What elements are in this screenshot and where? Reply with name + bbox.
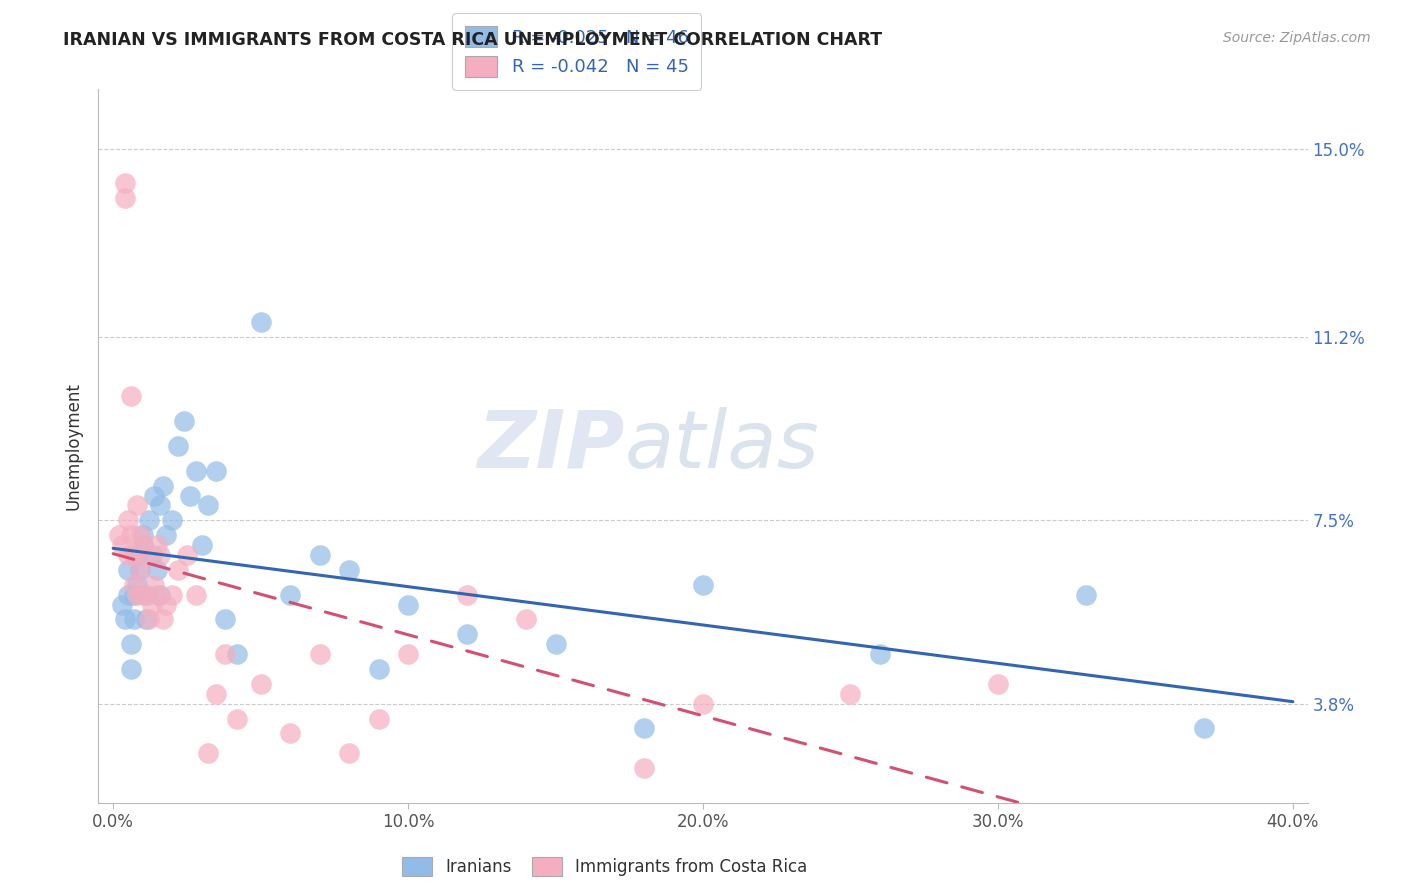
Point (117, 548, 139, 562)
Point (128, 563, 150, 577)
Point (146, 563, 169, 577)
Point (146, 588, 169, 602)
Point (117, 588, 139, 602)
Point (114, 191, 136, 205)
Point (396, 647, 419, 661)
Point (167, 563, 190, 577)
Point (143, 578, 166, 592)
Point (143, 489, 166, 503)
Point (149, 548, 172, 562)
Point (1194, 722, 1216, 736)
Point (367, 662, 389, 676)
Point (190, 538, 212, 552)
Point (214, 612, 236, 626)
Point (128, 563, 150, 577)
Point (131, 528, 153, 542)
Point (869, 647, 891, 661)
Point (176, 548, 198, 562)
Point (456, 588, 478, 602)
Point (184, 464, 207, 478)
Point (117, 513, 139, 527)
Point (120, 528, 142, 542)
Point (692, 697, 714, 711)
Point (396, 598, 419, 612)
Point (149, 499, 172, 513)
Point (125, 499, 148, 513)
Point (111, 598, 134, 612)
Point (839, 687, 862, 701)
Point (160, 588, 183, 602)
Point (120, 662, 142, 676)
Point (155, 528, 177, 542)
Point (987, 677, 1010, 691)
Point (214, 647, 236, 661)
Point (138, 612, 160, 626)
Point (135, 612, 157, 626)
Point (249, 315, 271, 329)
Point (308, 647, 330, 661)
Point (117, 563, 139, 577)
Point (249, 677, 271, 691)
Text: IRANIAN VS IMMIGRANTS FROM COSTA RICA UNEMPLOYMENT CORRELATION CHART: IRANIAN VS IMMIGRANTS FROM COSTA RICA UN… (63, 31, 883, 49)
Point (633, 722, 655, 736)
Point (308, 548, 330, 562)
Point (278, 726, 301, 740)
Point (125, 548, 148, 562)
Text: ZIP: ZIP (477, 407, 624, 485)
Point (197, 499, 219, 513)
Point (226, 712, 249, 726)
Point (149, 588, 172, 602)
Point (122, 588, 145, 602)
Point (131, 588, 153, 602)
Point (167, 439, 190, 453)
Point (152, 478, 174, 492)
Point (111, 538, 134, 552)
Point (173, 414, 195, 428)
Point (146, 538, 169, 552)
Point (205, 464, 228, 478)
Point (155, 598, 177, 612)
Point (122, 578, 145, 592)
Point (179, 489, 201, 503)
Point (633, 761, 655, 775)
Point (122, 548, 145, 562)
Point (120, 389, 142, 403)
Point (141, 548, 163, 562)
Point (184, 588, 207, 602)
Point (515, 612, 537, 626)
Text: Source: ZipAtlas.com: Source: ZipAtlas.com (1223, 31, 1371, 45)
Legend: Iranians, Immigrants from Costa Rica: Iranians, Immigrants from Costa Rica (394, 848, 815, 885)
Point (125, 588, 148, 602)
Point (128, 528, 150, 542)
Point (125, 578, 148, 592)
Point (141, 598, 163, 612)
Point (337, 563, 360, 577)
Point (131, 538, 153, 552)
Point (135, 548, 157, 562)
Point (108, 528, 131, 542)
Point (692, 578, 714, 592)
Point (138, 513, 160, 527)
Point (114, 612, 136, 626)
Point (367, 712, 389, 726)
Point (122, 612, 145, 626)
Point (114, 177, 136, 191)
Point (1076, 588, 1098, 602)
Point (226, 647, 249, 661)
Point (120, 637, 142, 651)
Text: atlas: atlas (624, 407, 820, 485)
Point (131, 538, 153, 552)
Point (135, 588, 157, 602)
Point (160, 513, 183, 527)
Point (456, 627, 478, 641)
Point (337, 746, 360, 760)
Point (197, 746, 219, 760)
Y-axis label: Unemployment: Unemployment (65, 382, 83, 510)
Point (278, 588, 301, 602)
Point (544, 637, 567, 651)
Point (152, 612, 174, 626)
Point (205, 687, 228, 701)
